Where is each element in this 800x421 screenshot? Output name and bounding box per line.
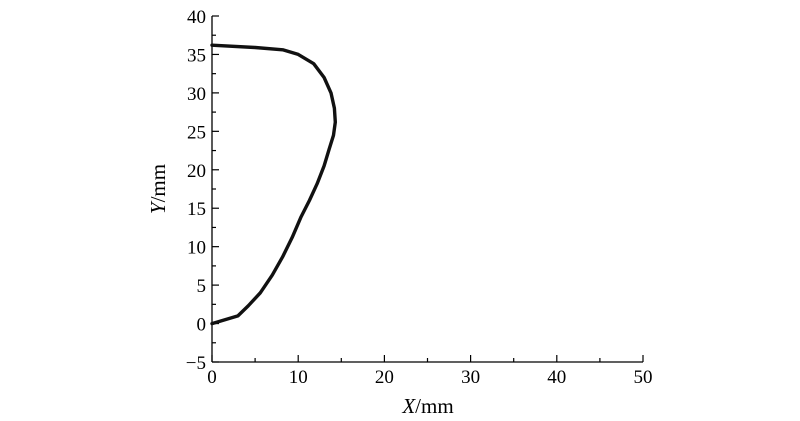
- y-axis-title: Y/mm: [146, 164, 170, 214]
- x-tick-label: 20: [375, 367, 394, 388]
- y-tick-label: 35: [187, 45, 206, 66]
- x-tick-label: 0: [207, 367, 217, 388]
- series-line: [210, 43, 337, 326]
- y-axis-unit: /mm: [146, 164, 170, 203]
- y-tick-label: 0: [197, 315, 207, 336]
- x-tick-label: 30: [461, 367, 480, 388]
- y-axis-var: Y: [146, 200, 170, 214]
- y-tick-label: 40: [187, 7, 206, 28]
- x-tick-label: 40: [547, 367, 566, 388]
- y-tick-label: 5: [197, 276, 207, 297]
- y-tick-label: 10: [187, 238, 206, 259]
- x-axis-title: X/mm: [401, 394, 453, 418]
- x-tick-label: 10: [289, 367, 308, 388]
- y-tick-label: 25: [187, 122, 206, 143]
- x-tick-label: 50: [634, 367, 653, 388]
- y-tick-label: −5: [186, 353, 206, 374]
- y-tick-label: 20: [187, 161, 206, 182]
- y-tick-label: 30: [187, 84, 206, 105]
- axes: [211, 16, 643, 363]
- x-axis-unit: /mm: [415, 394, 454, 418]
- x-axis-var: X: [401, 394, 416, 418]
- curve-layer: [210, 43, 337, 326]
- y-tick-label: 15: [187, 199, 206, 220]
